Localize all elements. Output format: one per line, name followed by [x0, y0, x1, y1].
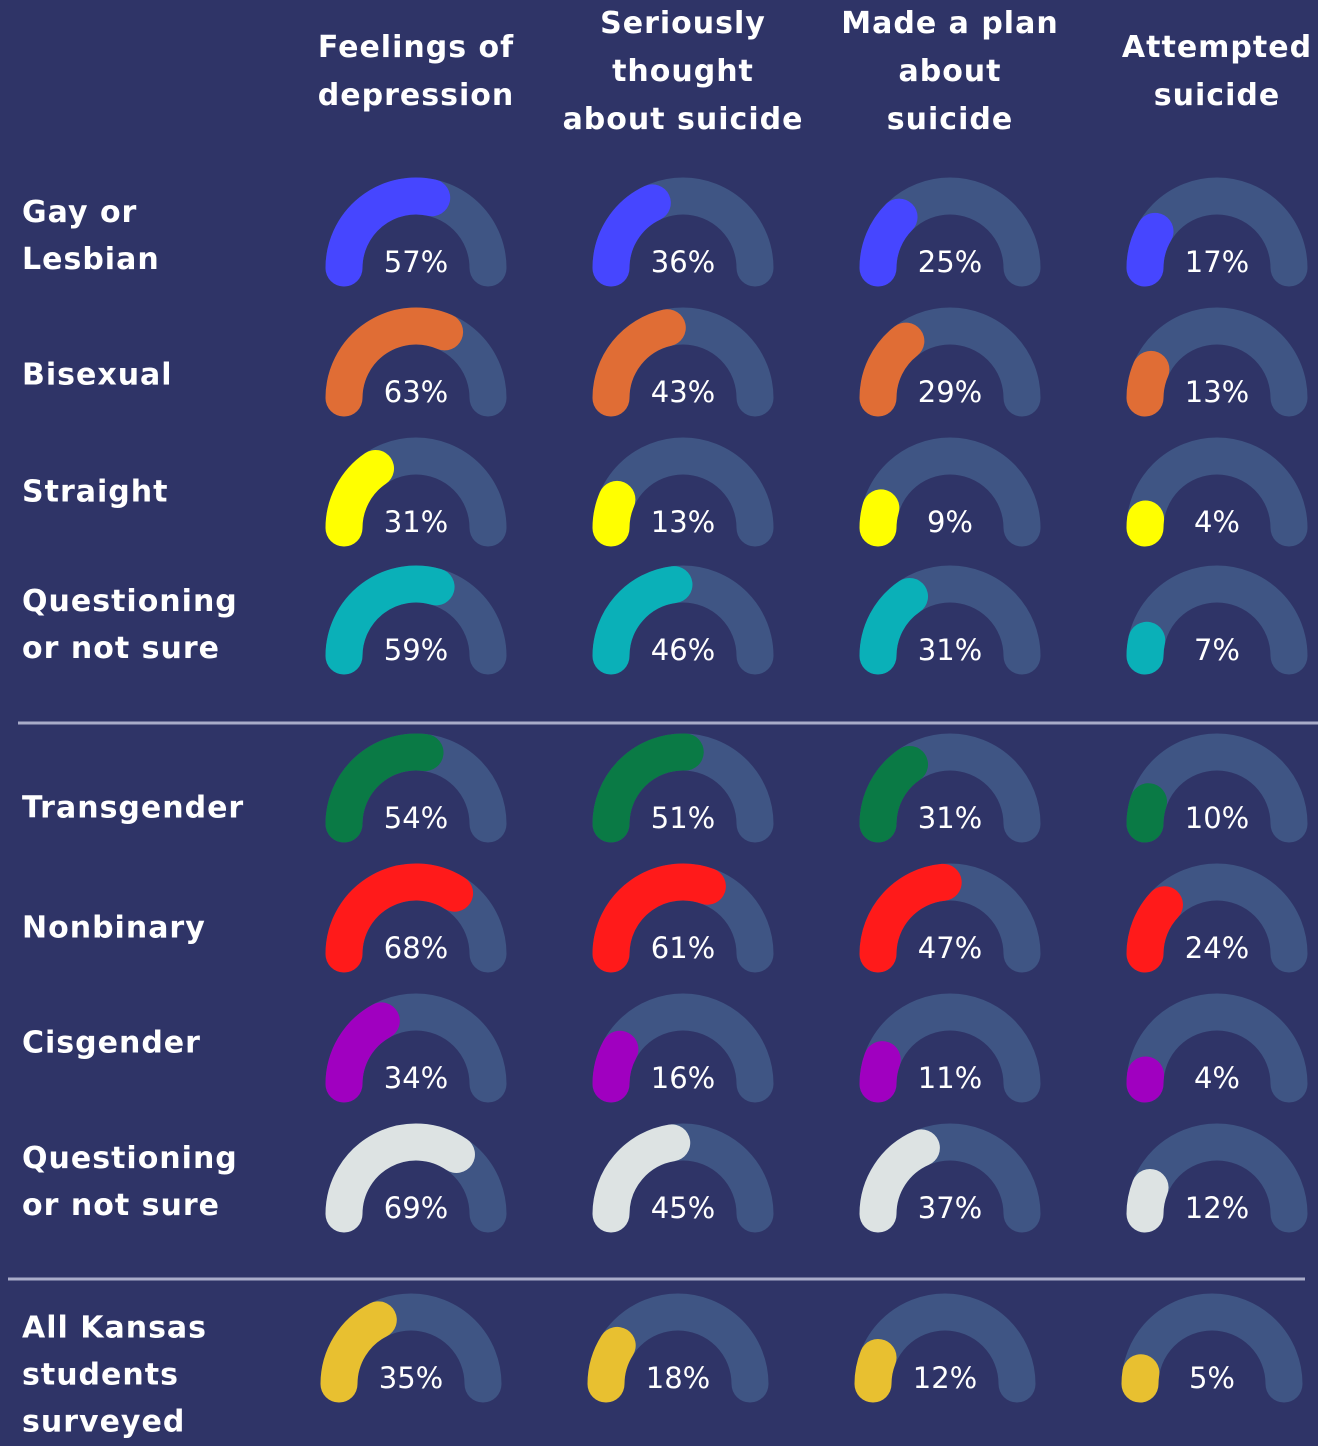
gauge-track — [1126, 437, 1308, 547]
row-label: Nonbinary — [22, 910, 206, 946]
gauge-value — [325, 177, 451, 287]
value-label: 13% — [1185, 375, 1249, 409]
gauge-value — [1121, 1354, 1160, 1403]
value-label: 4% — [1194, 1061, 1240, 1095]
row-label: Gay or Lesbian — [22, 195, 160, 277]
row-label: Bisexual — [22, 357, 173, 393]
value-label: 46% — [651, 633, 715, 667]
value-label: 36% — [651, 245, 715, 279]
row-label: Cisgender — [22, 1025, 201, 1061]
gauge-value — [325, 307, 464, 417]
value-label: 61% — [651, 931, 715, 965]
value-label: 17% — [1185, 245, 1249, 279]
gauge-value — [1126, 886, 1184, 973]
value-label: 18% — [646, 1361, 710, 1395]
gauge-value — [325, 1123, 475, 1233]
gauge-value — [1126, 1056, 1165, 1103]
gauge-value — [1126, 1168, 1169, 1233]
value-label: 54% — [384, 801, 448, 835]
value-label: 37% — [918, 1191, 982, 1225]
row-label: All Kansas students surveyed — [22, 1310, 208, 1440]
column-header: Feelings of depression — [317, 30, 515, 113]
gauge-value — [854, 1338, 897, 1403]
gauge-value — [592, 1124, 691, 1233]
gauge-track — [1126, 993, 1308, 1103]
gauge-value — [587, 1326, 636, 1403]
gauge-value — [1126, 350, 1170, 417]
gauge-track — [1121, 1293, 1303, 1403]
gauge-value — [320, 1301, 397, 1403]
gauge-value — [592, 309, 686, 417]
gauge-value — [1126, 783, 1168, 843]
gauge-value — [859, 1129, 940, 1233]
gauge-value — [859, 322, 925, 417]
value-label: 12% — [1185, 1191, 1249, 1225]
value-label: 29% — [918, 375, 982, 409]
gauge-value — [859, 745, 929, 843]
gauge-value — [859, 198, 918, 287]
value-label: 5% — [1189, 1361, 1235, 1395]
value-label: 11% — [918, 1061, 982, 1095]
value-label: 25% — [918, 245, 982, 279]
row-label: Questioning or not sure — [22, 584, 238, 666]
row-label: Straight — [22, 474, 169, 510]
value-label: 10% — [1185, 801, 1249, 835]
row-label: Questioning or not sure — [22, 1141, 238, 1223]
gauge-value — [325, 449, 395, 547]
value-label: 13% — [651, 505, 715, 539]
gauge-value — [592, 184, 671, 287]
gauge-value — [325, 733, 444, 843]
row-label: Transgender — [22, 790, 245, 826]
value-label: 31% — [918, 801, 982, 835]
value-label: 59% — [384, 633, 448, 667]
value-label: 57% — [384, 245, 448, 279]
value-label: 47% — [918, 931, 982, 965]
gauge-value — [859, 489, 900, 547]
gauge-value — [325, 863, 474, 973]
gauge-value — [592, 733, 704, 843]
gauge-value — [592, 863, 726, 973]
column-header: Attempted suicide — [1121, 30, 1313, 113]
value-label: 9% — [927, 505, 973, 539]
value-label: 7% — [1194, 633, 1240, 667]
gauge-value — [592, 480, 636, 547]
gauge-value — [325, 565, 455, 675]
gauge-value — [1126, 500, 1165, 547]
column-header: Made a plan about suicide — [841, 6, 1059, 137]
value-label: 34% — [384, 1061, 448, 1095]
value-label: 16% — [651, 1061, 715, 1095]
value-label: 4% — [1194, 505, 1240, 539]
value-label: 69% — [384, 1191, 448, 1225]
gauge-value — [1126, 621, 1166, 675]
value-label: 45% — [651, 1191, 715, 1225]
value-label: 12% — [913, 1361, 977, 1395]
value-label: 31% — [384, 505, 448, 539]
value-label: 43% — [651, 375, 715, 409]
value-label: 51% — [651, 801, 715, 835]
value-label: 68% — [384, 931, 448, 965]
value-label: 63% — [384, 375, 448, 409]
value-label: 35% — [379, 1361, 443, 1395]
gauge-value — [592, 566, 693, 675]
gauge-value — [1126, 212, 1174, 287]
gauge-value — [592, 1030, 639, 1103]
gauge-value — [325, 1002, 400, 1103]
gauge-value — [859, 1041, 901, 1103]
gauge-value — [859, 577, 929, 675]
column-header: Seriously thought about suicide — [562, 6, 804, 137]
gauge-value — [859, 863, 962, 973]
value-label: 24% — [1185, 931, 1249, 965]
value-label: 31% — [918, 633, 982, 667]
